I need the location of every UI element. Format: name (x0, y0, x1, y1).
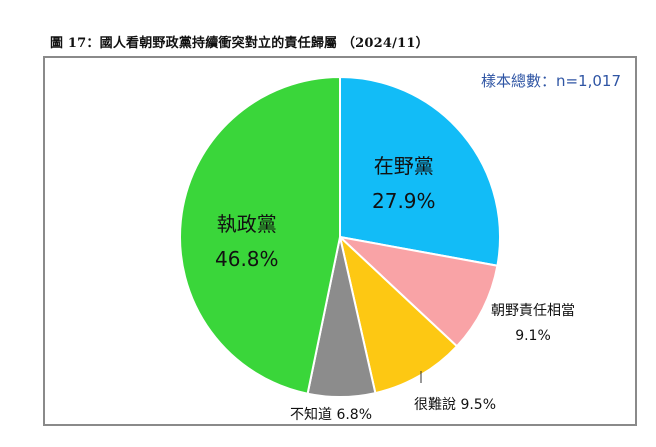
sample-size-label: 樣本總數：n=1,017 (480, 72, 621, 90)
pie-slice-ruling (179, 75, 341, 395)
slice-label-both-equal: 朝野責任相當 9.1% (491, 303, 575, 344)
slice-label-dont-know: 不知道 6.8% (290, 407, 373, 423)
slice-label-opposition: 在野黨 27.9% (372, 154, 436, 213)
pie-slice-both-equal (336, 235, 499, 348)
slice-label-hard-to-say: 很難說 9.5% (414, 397, 497, 413)
pie-slice-hard-to-say (338, 234, 459, 395)
slice-label-ruling: 執政黨 46.8% (215, 212, 279, 271)
pie-slice-opposition (339, 75, 501, 267)
chart-title: 圖 17：國人看朝野政黨持續衝突對立的責任歸屬 （2024/11） (50, 36, 429, 51)
